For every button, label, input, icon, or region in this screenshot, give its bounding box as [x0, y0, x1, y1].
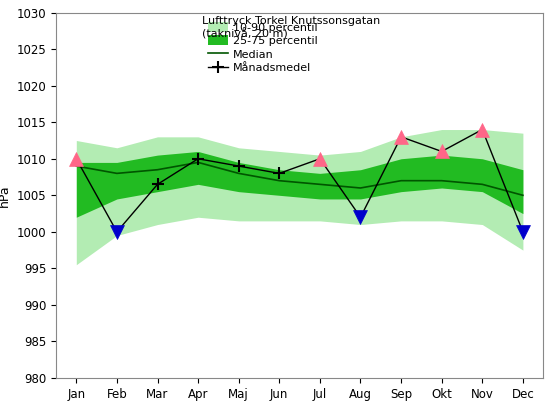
Point: [356, 214, 365, 220]
Point: [396, 134, 405, 140]
Text: Lufttryck Torkel Knutssonsgatan
(taknivå, 20 m): Lufttryck Torkel Knutssonsgatan (taknivå…: [202, 16, 380, 39]
Point: [478, 126, 487, 133]
Point: [72, 155, 81, 162]
Legend: 10-90 percentil, 25-75 percentil, Median, Månadsmedel: 10-90 percentil, 25-75 percentil, Median…: [208, 22, 318, 73]
Y-axis label: hPa: hPa: [0, 184, 11, 207]
Point: [519, 228, 528, 235]
Point: [437, 148, 446, 155]
Point: [315, 155, 324, 162]
Point: [113, 228, 122, 235]
